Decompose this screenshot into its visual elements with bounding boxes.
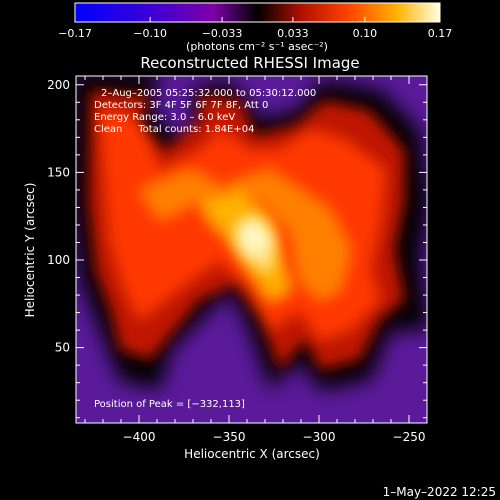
colorbar-unit: (photons cm⁻² s⁻¹ asec⁻²) [186, 40, 328, 53]
colorbar-tick-label: 0.17 [428, 27, 453, 40]
chart-title: Reconstructed RHESSI Image [140, 54, 359, 72]
y-tick-label: 50 [55, 341, 70, 355]
y-tick-label: 100 [47, 253, 70, 267]
colorbar [74, 2, 441, 23]
peak-position-label: Position of Peak = [−332,113] [94, 399, 245, 410]
y-axis-label: Heliocentric Y (arcsec) [23, 183, 37, 318]
x-tick-label: −350 [213, 430, 246, 444]
footer-timestamp: 1–May–2022 12:25 [383, 485, 496, 499]
plot-frame [75, 75, 428, 424]
y-tick-label: 200 [47, 78, 70, 92]
y-tick-label: 150 [47, 165, 70, 179]
x-tick-label: −250 [393, 430, 426, 444]
axis-ticks: −400 −350 −300 −250 50 100 150 200 [47, 76, 428, 444]
colorbar-tick-label: −0.10 [133, 27, 167, 40]
colorbar-tick-label: −0.17 [58, 27, 92, 40]
x-tick-label: −300 [303, 430, 336, 444]
annotation-clean-counts: Clean Total counts: 1.84E+04 [94, 124, 254, 135]
colorbar-ticks: −0.17 −0.10 −0.033 0.033 0.10 0.17 [58, 17, 452, 40]
annotation-detectors: Detectors: 3F 4F 5F 6F 7F 8F, Att 0 [94, 100, 268, 111]
annotation-time-range: 2–Aug–2005 05:25:32.000 to 05:30:12.000 [101, 88, 316, 99]
x-tick-label: −400 [123, 430, 156, 444]
heatmap-image [76, 76, 427, 423]
colorbar-tick-label: 0.10 [353, 27, 378, 40]
colorbar-tick-label: −0.033 [202, 27, 243, 40]
annotation-energy-range: Energy Range: 3.0 – 6.0 keV [94, 112, 235, 123]
x-axis-label: Heliocentric X (arcsec) [184, 447, 320, 461]
colorbar-tick-label: 0.033 [277, 27, 309, 40]
